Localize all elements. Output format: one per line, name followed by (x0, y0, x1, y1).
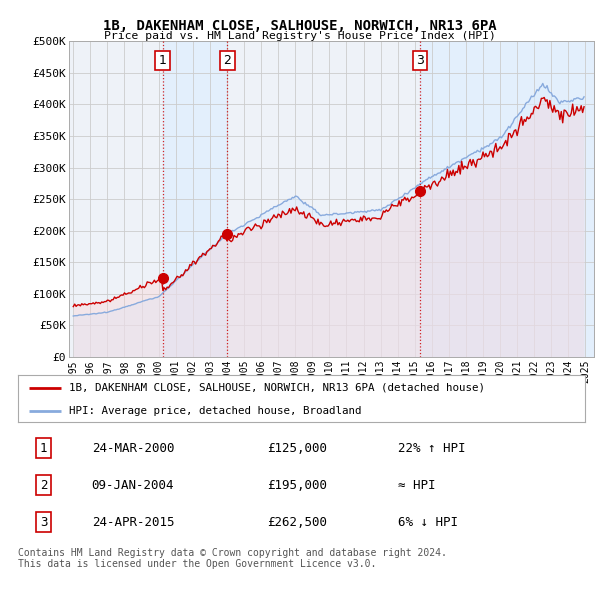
Bar (420, 41, 594, 357)
Text: 1B, DAKENHAM CLOSE, SALHOUSE, NORWICH, NR13 6PA: 1B, DAKENHAM CLOSE, SALHOUSE, NORWICH, N… (103, 19, 497, 33)
Text: 1: 1 (40, 442, 47, 455)
Text: 3: 3 (416, 54, 424, 67)
Text: HPI: Average price, detached house, Broadland: HPI: Average price, detached house, Broa… (69, 407, 362, 417)
Text: 24-APR-2015: 24-APR-2015 (92, 516, 174, 529)
Text: £262,500: £262,500 (268, 516, 328, 529)
Text: 1: 1 (158, 54, 166, 67)
Text: Price paid vs. HM Land Registry's House Price Index (HPI): Price paid vs. HM Land Registry's House … (104, 31, 496, 41)
Text: ≈ HPI: ≈ HPI (398, 478, 436, 492)
Text: £195,000: £195,000 (268, 478, 328, 492)
Text: 1B, DAKENHAM CLOSE, SALHOUSE, NORWICH, NR13 6PA (detached house): 1B, DAKENHAM CLOSE, SALHOUSE, NORWICH, N… (69, 383, 485, 393)
Bar (163, 41, 227, 357)
Text: 24-MAR-2000: 24-MAR-2000 (92, 442, 174, 455)
Text: £125,000: £125,000 (268, 442, 328, 455)
Text: 3: 3 (40, 516, 47, 529)
Text: 22% ↑ HPI: 22% ↑ HPI (398, 442, 466, 455)
Text: 2: 2 (224, 54, 232, 67)
Text: 2: 2 (40, 478, 47, 492)
Text: 09-JAN-2004: 09-JAN-2004 (92, 478, 174, 492)
Text: Contains HM Land Registry data © Crown copyright and database right 2024.
This d: Contains HM Land Registry data © Crown c… (18, 548, 447, 569)
Text: 6% ↓ HPI: 6% ↓ HPI (398, 516, 458, 529)
